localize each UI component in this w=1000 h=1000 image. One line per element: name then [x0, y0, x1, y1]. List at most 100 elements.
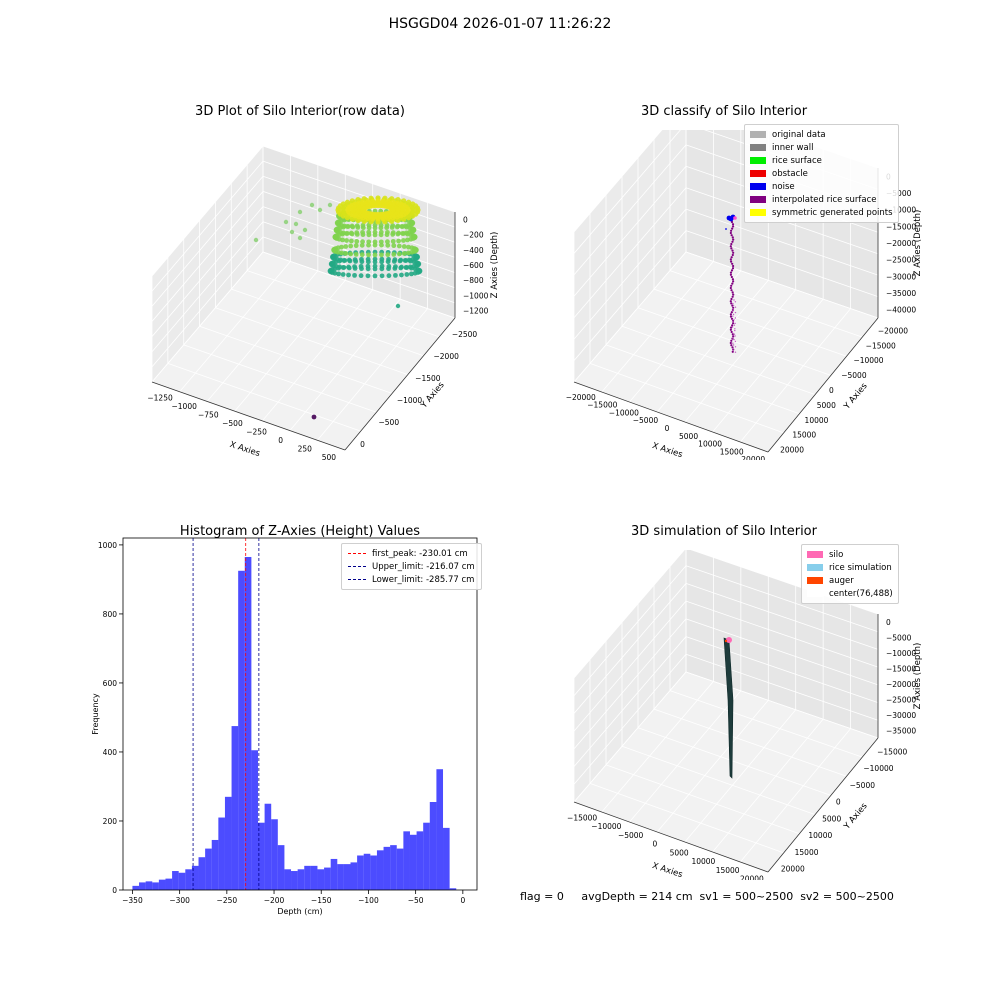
p1-left-pane [152, 146, 263, 382]
raw-data-point [297, 235, 303, 241]
raw-data-point [345, 231, 350, 236]
raw-data-point [394, 224, 400, 230]
raw-data-point [384, 232, 390, 238]
depth-histogram: −350 −300 −250 −200 −150 −100 −50 0 0 200 400 600 80… [91, 537, 478, 916]
histogram-bar [158, 879, 166, 890]
raw-data-point [347, 258, 353, 264]
p4-grid-line [573, 565, 687, 696]
p2-grid-line [589, 363, 784, 434]
p2-grid-line [573, 251, 687, 383]
interpolated-point [729, 231, 732, 235]
p4-back-pane [686, 550, 878, 738]
p1-y-axis-label: Y Axies [419, 380, 447, 411]
raw-data-point [309, 202, 315, 208]
p4-y-axis-line [767, 737, 879, 873]
raw-data-point [293, 221, 299, 227]
p1-grid-line [151, 221, 264, 352]
p1-grid-line [262, 145, 456, 213]
interpolated-point [729, 271, 733, 274]
p2-x-axis-label: X Axies [651, 441, 684, 460]
interpolated-point [732, 302, 734, 305]
p2-z-tick-label: −35000 [886, 289, 916, 298]
histogram-bar [257, 822, 265, 890]
interpolated-point [730, 242, 733, 246]
p1-grid-line [262, 236, 456, 304]
p4-grid-line [669, 690, 863, 758]
p1-x-tick-label: −1000 [172, 402, 198, 411]
p1-grid-line [151, 191, 264, 322]
interpolated-point [730, 339, 733, 342]
p4-grid-line [573, 671, 687, 803]
raw-data-point [404, 272, 410, 277]
interpolated-point [729, 326, 733, 329]
raw-data-point [339, 244, 344, 250]
raw-data-point [372, 252, 378, 258]
p1-grid-line [262, 221, 456, 289]
legend-item-auger: auger [807, 574, 893, 587]
p4-grid-line [685, 583, 879, 650]
raw-data-point [345, 224, 351, 229]
p4-grid-line [573, 550, 685, 679]
p1-x-tick-label: −750 [198, 410, 219, 419]
raw-data-point [311, 414, 317, 420]
histogram-bar [376, 850, 384, 890]
panel4-title: 3D simulation of Silo Interior [631, 524, 817, 539]
histogram-bar [191, 865, 199, 890]
interpolated-point [734, 322, 736, 325]
raw-data-point [365, 259, 371, 265]
y-tick-label: 800 [103, 610, 118, 619]
raw-data-point [403, 223, 408, 229]
p4-x-axis-line [573, 801, 769, 873]
p2-grid-line [685, 230, 879, 297]
raw-data-point [358, 273, 364, 279]
raw-data-point [372, 273, 378, 279]
raw-data-point [379, 266, 385, 272]
interpolated-point [733, 324, 736, 326]
raw-data-point [353, 243, 359, 249]
raw-data-point [390, 206, 396, 212]
p1-z-tick-label: −1200 [463, 306, 489, 315]
p4-y-tick-label: 5000 [822, 814, 841, 823]
p2-grid-line [653, 288, 847, 357]
interpolated-point [731, 223, 735, 226]
histogram-bar [423, 822, 430, 890]
legend-item-inner-wall: inner wall [750, 141, 893, 154]
p2-x-tick-label: −10000 [609, 408, 639, 417]
interpolated-point [732, 293, 735, 296]
interpolated-point [729, 300, 732, 303]
raw-data-point [396, 243, 402, 249]
raw-data-point [336, 271, 341, 277]
histogram-bar [297, 869, 305, 890]
raw-data-point [385, 242, 391, 248]
histogram-bar [416, 831, 424, 890]
p2-y-axis-line [767, 317, 879, 453]
p4-z-tick-label: −35000 [886, 726, 916, 735]
p4-z-tick-label: −20000 [886, 680, 916, 689]
p1-z-axis-label: Z Axies (Depth) [490, 232, 500, 299]
interpolated-point [732, 347, 734, 350]
p4-y-tick-label: −15000 [877, 747, 907, 756]
histogram-bar [310, 865, 318, 890]
legend-item-first-peak: first_peak: -230.01 cm [348, 547, 475, 560]
p2-grid-line [573, 130, 681, 254]
x-tick-label: −300 [169, 896, 190, 905]
p1-x-tick-label: −1250 [147, 393, 173, 402]
raw-data-point [366, 225, 372, 231]
raw-data-point [344, 238, 349, 243]
p1-y-axis-line [344, 317, 456, 451]
interpolated-point [733, 319, 735, 321]
p1-grid-line [151, 206, 264, 337]
legend-item-original-data: original data [750, 128, 893, 141]
p2-y-tick-label: 5000 [817, 401, 836, 410]
p2-x-tick-label: 20000 [741, 455, 765, 460]
raw-data-point [391, 258, 397, 264]
legend-item-center: center(76,488) [807, 587, 893, 600]
interpolated-point [731, 267, 735, 270]
p2-grid-line [573, 230, 687, 361]
legend-item-interpolated-rice-surface: interpolated rice surface [750, 193, 893, 206]
p2-z-tick-label: −5000 [886, 189, 912, 198]
histogram-bar [185, 869, 192, 890]
histogram-bar [436, 769, 444, 890]
raw-data-point [396, 251, 402, 257]
raw-data-point [343, 244, 349, 249]
